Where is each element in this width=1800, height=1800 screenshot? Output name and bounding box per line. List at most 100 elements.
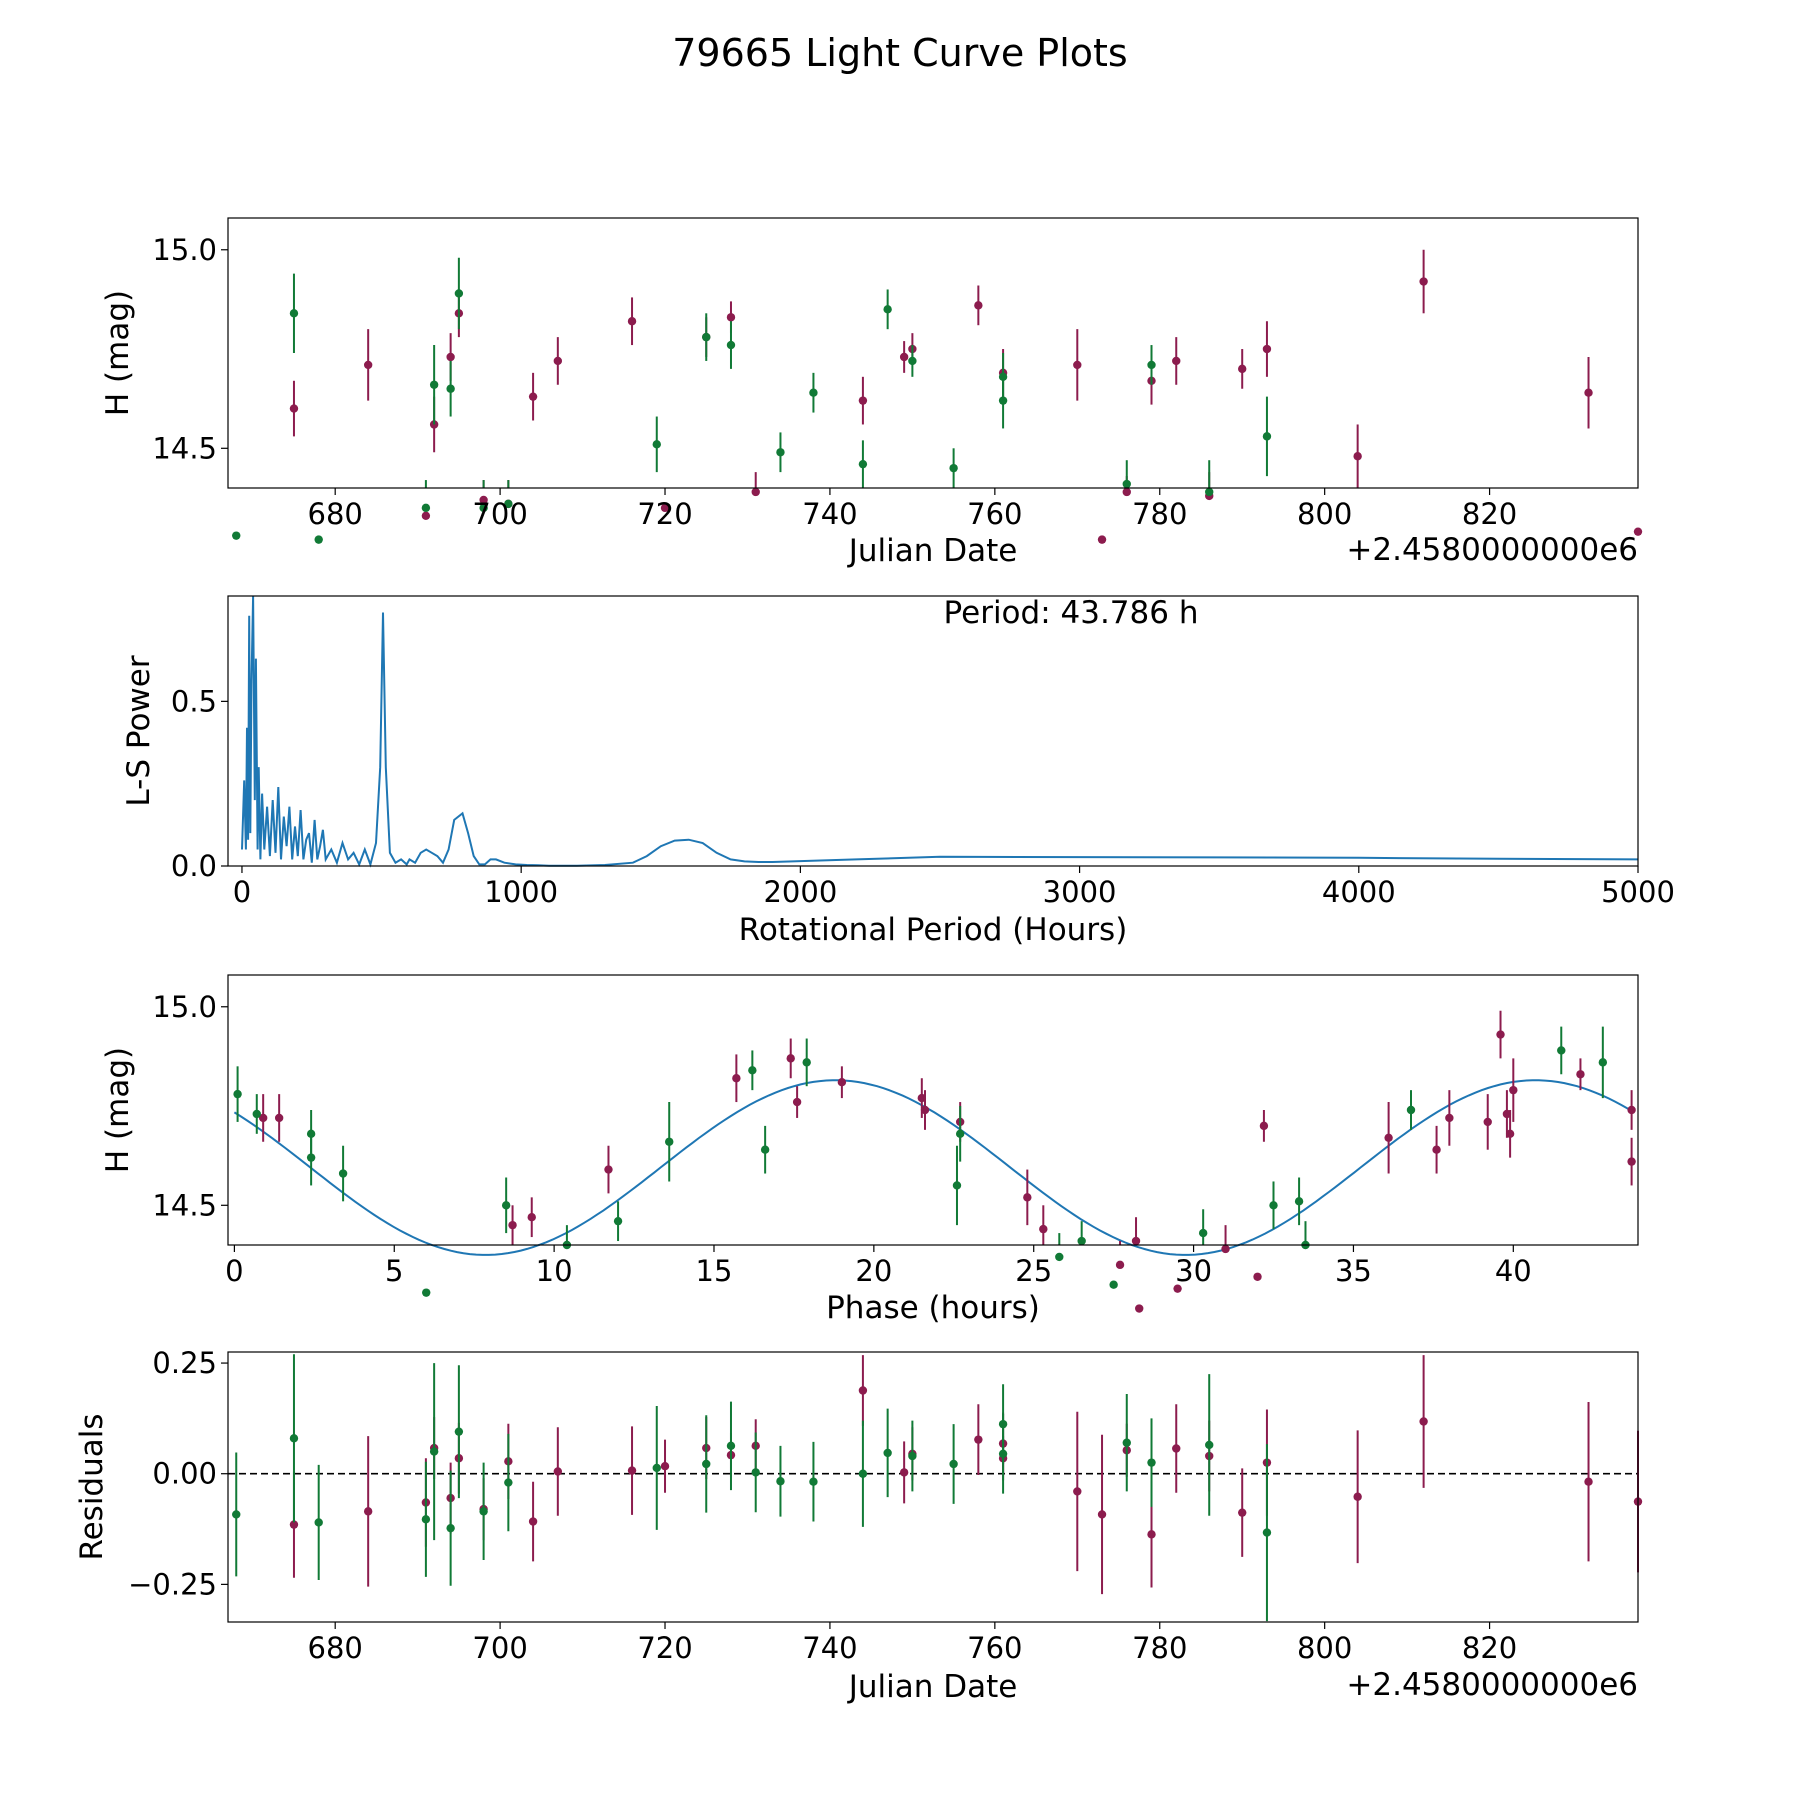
periodogram-line <box>241 595 1639 868</box>
x-tick-label: 0 <box>233 875 251 909</box>
green-data-point <box>809 1477 818 1486</box>
phased-ticks: 0 5 10 15 20 25 30 35 40 15.0 14.5 <box>152 990 1531 1288</box>
red-data-point <box>1172 356 1181 366</box>
green-data-point <box>421 1515 431 1524</box>
red-data-point <box>604 1165 613 1174</box>
green-data-point <box>1122 479 1131 489</box>
x-tick-label: 40 <box>1495 1254 1532 1288</box>
red-data-point <box>786 1054 795 1063</box>
y-tick-label: 0.00 <box>152 1457 217 1491</box>
red-data-point <box>1073 1487 1082 1496</box>
red-data-point <box>899 352 909 362</box>
green-data-point <box>858 1469 868 1478</box>
red-data-point <box>363 1507 373 1516</box>
red-data-point <box>274 1113 284 1123</box>
green-data-point <box>504 499 513 509</box>
red-data-point <box>1238 1508 1247 1517</box>
green-data-point <box>949 463 958 473</box>
green-data-point <box>306 1153 316 1162</box>
x-tick-label: 700 <box>472 497 527 531</box>
red-data-point <box>1509 1085 1518 1095</box>
green-data-point <box>232 1510 241 1519</box>
green-data-point <box>702 332 711 342</box>
green-data-point <box>776 1477 785 1486</box>
red-data-point <box>1505 1129 1515 1139</box>
green-data-point <box>314 535 323 544</box>
x-tick-label: 0 <box>225 1254 243 1288</box>
red-data-point <box>858 1386 868 1395</box>
green-data-point <box>1557 1046 1566 1055</box>
green-data-point <box>454 289 464 298</box>
phased-xlabel: Phase (hours) <box>826 1290 1040 1326</box>
green-data-point <box>949 1459 958 1469</box>
red-data-point <box>792 1097 802 1107</box>
green-data-point <box>233 1089 242 1099</box>
red-data-point <box>627 1466 637 1475</box>
red-data-point <box>1502 1109 1512 1119</box>
red-data-point <box>627 317 637 326</box>
red-data-point <box>1115 1260 1125 1270</box>
red-data-point <box>1432 1145 1441 1154</box>
red-data-point <box>1023 1193 1032 1202</box>
green-data-point <box>955 1129 965 1139</box>
green-data-point <box>1294 1197 1304 1206</box>
red-data-point <box>1097 535 1107 544</box>
red-data-point <box>837 1078 847 1087</box>
x-tick-label: 820 <box>1462 497 1517 531</box>
green-data-point <box>1262 1528 1272 1537</box>
green-data-point <box>314 1518 323 1527</box>
red-data-point <box>1627 1105 1636 1115</box>
residuals-marks <box>228 1354 1643 1622</box>
phased-frame <box>227 974 1639 1246</box>
periodogram-ticks: 0 1000 2000 3000 4000 5000 0.0 0.5 <box>171 684 1675 909</box>
green-data-point <box>748 1066 757 1075</box>
x-tick-label: 760 <box>967 497 1022 531</box>
green-data-point <box>652 1463 661 1473</box>
red-data-point <box>1039 1224 1048 1234</box>
y-tick-label: 15.0 <box>152 990 217 1024</box>
x-tick-label: 30 <box>1175 1254 1212 1288</box>
green-data-point <box>998 372 1008 382</box>
green-data-point <box>429 380 439 389</box>
period-annotation: Period: 43.786 h <box>944 595 1199 631</box>
red-data-point <box>1353 452 1362 461</box>
x-tick-label: 800 <box>1297 1631 1352 1665</box>
green-data-point <box>446 384 455 393</box>
red-data-point <box>1419 1417 1428 1426</box>
red-data-point <box>751 487 760 497</box>
red-data-point <box>858 396 868 405</box>
lightcurve-marks <box>232 249 1643 544</box>
lightcurve-xlabel: Julian Date <box>847 533 1018 569</box>
x-tick-label: 740 <box>802 1631 857 1665</box>
green-data-point <box>1147 1458 1156 1467</box>
green-data-point <box>429 1447 439 1456</box>
green-data-point <box>454 1427 464 1436</box>
lightcurve-ticks: 680 700 720 740 760 780 800 820 15.0 14.5 <box>152 233 1517 531</box>
green-data-point <box>998 1449 1008 1459</box>
green-data-point <box>665 1137 674 1146</box>
green-data-point <box>289 309 299 318</box>
periodogram-panel: 0 1000 2000 3000 4000 5000 0.0 0.5 Period: 43.7… <box>121 595 1675 948</box>
green-data-point <box>726 1441 736 1451</box>
green-data-point <box>908 356 917 366</box>
green-data-point <box>1077 1236 1086 1246</box>
red-data-point <box>1633 527 1643 536</box>
x-tick-label: 4000 <box>1322 875 1396 909</box>
x-tick-label: 3000 <box>1043 875 1117 909</box>
red-data-point <box>553 1467 563 1476</box>
x-tick-label: 35 <box>1335 1254 1372 1288</box>
x-tick-label: 5 <box>385 1254 403 1288</box>
green-data-point <box>751 1468 760 1477</box>
lightcurve-panel: 680 700 720 740 760 780 800 820 15.0 14.5 Julian … <box>100 217 1643 569</box>
periodogram-frame <box>227 595 1639 867</box>
green-data-point <box>338 1169 348 1178</box>
green-data-point <box>776 448 785 457</box>
red-data-point <box>974 301 983 310</box>
green-data-point <box>1406 1105 1416 1115</box>
lightcurve-x-offset: +2.4580000000e6 <box>1346 532 1638 568</box>
residuals-panel: 680 700 720 740 760 780 800 820 0.25 0.00 −0.25 Ju… <box>74 1346 1643 1705</box>
green-data-point <box>504 1478 513 1487</box>
red-data-point <box>974 1435 983 1444</box>
